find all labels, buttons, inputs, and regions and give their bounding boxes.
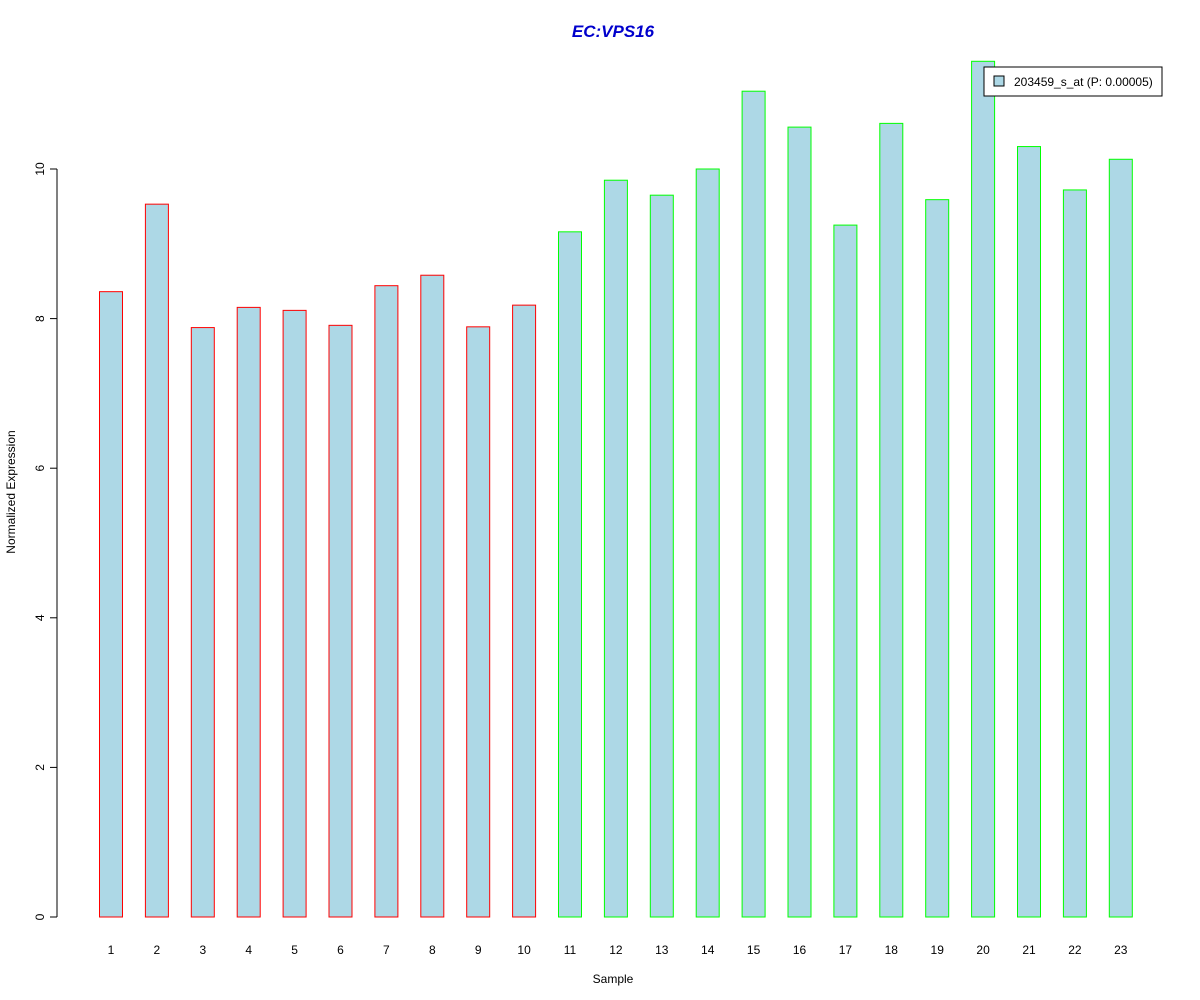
y-tick-label: 6 (33, 465, 47, 472)
x-tick-label: 12 (609, 943, 623, 957)
x-tick-label: 17 (839, 943, 853, 957)
bar-sample-13 (649, 194, 674, 918)
bar-sample-5 (282, 309, 307, 918)
x-tick-label: 2 (154, 943, 161, 957)
x-tick-label: 4 (245, 943, 252, 957)
bar-sample-12 (603, 179, 628, 918)
y-axis: 0 2 4 6 8 10 (33, 162, 58, 920)
x-tick-label: 6 (337, 943, 344, 957)
y-tick-label: 10 (33, 162, 47, 176)
x-tick-label: 14 (701, 943, 715, 957)
x-tick-label: 15 (747, 943, 761, 957)
bars (99, 60, 1133, 918)
x-tick-label: 21 (1022, 943, 1036, 957)
x-tick-label: 7 (383, 943, 390, 957)
bar-sample-11 (558, 231, 582, 918)
legend-box (983, 66, 1163, 97)
x-tick-label: 16 (793, 943, 807, 957)
bar-sample-16 (787, 126, 812, 918)
bar-sample-19 (925, 199, 950, 918)
x-tick-label: 13 (655, 943, 669, 957)
x-tick-label: 3 (199, 943, 206, 957)
x-tick-label: 10 (517, 943, 531, 957)
bar-sample-14 (695, 168, 720, 918)
x-tick-labels: 1 2 3 4 5 6 7 8 9 10 11 12 13 14 15 16 17 18 19 20 21 22 23 (108, 943, 1128, 957)
bar-sample-6 (328, 324, 353, 918)
x-tick-label: 18 (885, 943, 899, 957)
x-axis-label: Sample (593, 972, 634, 986)
bar-sample-7 (374, 285, 399, 918)
bar-sample-20 (971, 60, 996, 918)
x-tick-label: 9 (475, 943, 482, 957)
bar-sample-17 (833, 224, 858, 918)
x-tick-label: 11 (564, 943, 577, 957)
bar-sample-22 (1062, 189, 1087, 918)
bar-sample-8 (420, 274, 445, 918)
y-tick-label: 4 (33, 614, 47, 621)
bar-sample-2 (144, 203, 169, 918)
bar-sample-21 (1017, 146, 1041, 918)
legend-swatch (993, 75, 1005, 87)
legend: 203459_s_at (P: 0.00005) (983, 66, 1163, 97)
chart-title: EC:VPS16 (572, 22, 655, 41)
bar-sample-1 (99, 291, 123, 918)
bar-sample-18 (879, 122, 904, 918)
x-tick-label: 23 (1114, 943, 1128, 957)
bar-sample-23 (1108, 158, 1133, 918)
y-axis-label: Normalized Expression (4, 430, 18, 553)
bar-sample-4 (236, 306, 261, 918)
bar-sample-15 (741, 90, 766, 918)
x-tick-label: 8 (429, 943, 436, 957)
x-tick-label: 20 (976, 943, 990, 957)
legend-label: 203459_s_at (P: 0.00005) (1014, 75, 1153, 89)
x-tick-label: 1 (108, 943, 115, 957)
y-tick-label: 2 (33, 764, 47, 771)
bar-sample-9 (466, 326, 491, 918)
y-tick-label: 0 (33, 913, 47, 920)
x-tick-label: 5 (291, 943, 298, 957)
bar-sample-10 (512, 304, 537, 918)
x-tick-label: 22 (1068, 943, 1082, 957)
bar-sample-3 (190, 327, 215, 918)
x-tick-label: 19 (931, 943, 945, 957)
y-tick-label: 8 (33, 315, 47, 322)
